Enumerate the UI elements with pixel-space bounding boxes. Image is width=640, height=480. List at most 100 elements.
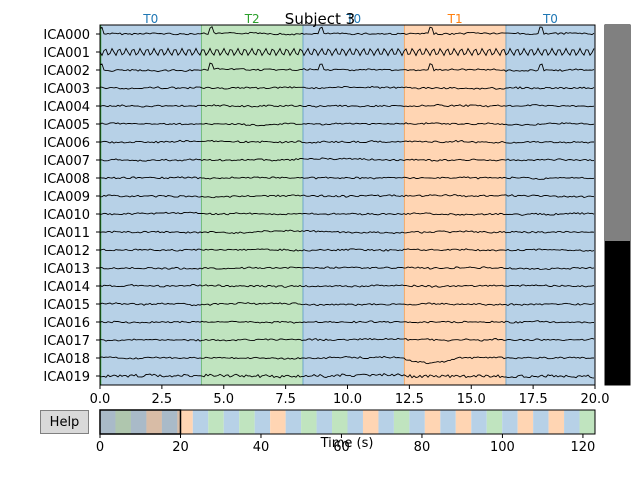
- overview-block-22[interactable]: [440, 410, 456, 434]
- trace-ica011: [99, 229, 595, 235]
- overview-block-6[interactable]: [192, 410, 209, 434]
- overview-block-25[interactable]: [486, 410, 503, 434]
- annotation-label-0: T0: [142, 12, 158, 26]
- trace-ica009: [99, 194, 595, 199]
- overview-block-7[interactable]: [208, 410, 224, 434]
- overview-bar[interactable]: 0 20 40 60 80 100 120: [96, 409, 596, 455]
- overview-block-10[interactable]: [254, 410, 271, 434]
- channel-label-ica006: ICA006: [43, 136, 90, 151]
- main-x-axis: 0.0 2.5 5.0 7.5 10.0 12.5 15.0 17.5 20.0: [90, 385, 610, 407]
- overview-block-28[interactable]: [533, 410, 549, 434]
- trace-ica018: [99, 355, 594, 365]
- annotation-band-2: [302, 25, 405, 385]
- overview-block-29[interactable]: [548, 410, 565, 434]
- channel-label-ica015: ICA015: [43, 298, 90, 313]
- help-button[interactable]: Help: [40, 410, 89, 434]
- overview-x-axis: 0 20 40 60 80 100 120: [96, 434, 595, 455]
- overview-block-0[interactable]: [100, 410, 116, 434]
- trace-ica005: [99, 122, 595, 127]
- overview-block-9[interactable]: [239, 410, 255, 434]
- overview-tick-label: 120: [571, 440, 596, 455]
- trace-ica012: [99, 248, 595, 252]
- overview-block-19[interactable]: [393, 410, 410, 434]
- overview-block-31[interactable]: [579, 410, 595, 434]
- figure-title: Subject 3: [285, 10, 355, 28]
- trace-ica002: [99, 62, 595, 73]
- channel-label-ica000: ICA000: [43, 28, 90, 43]
- annotation-label-4: T0: [542, 12, 558, 26]
- overview-block-15[interactable]: [332, 410, 348, 434]
- annotation-bands: [99, 25, 595, 385]
- trace-ica000: [99, 25, 595, 36]
- x-tick-label: 2.5: [152, 392, 173, 407]
- channel-label-ica016: ICA016: [43, 316, 90, 331]
- x-tick-label: 12.5: [395, 392, 424, 407]
- x-axis-label: Time (s): [320, 436, 374, 451]
- annotation-label-2: T0: [345, 12, 361, 26]
- trace-ica013: [100, 266, 595, 270]
- overview-block-14[interactable]: [316, 410, 333, 434]
- vertical-scrollbar-thumb[interactable]: [605, 25, 630, 241]
- overview-block-27[interactable]: [517, 410, 534, 434]
- overview-block-17[interactable]: [362, 410, 379, 434]
- trace-ica015: [99, 302, 595, 307]
- channel-label-ica008: ICA008: [43, 172, 90, 187]
- channel-label-ica002: ICA002: [43, 64, 90, 79]
- annotation-band-1: [201, 25, 303, 385]
- channel-label-ica004: ICA004: [43, 100, 90, 115]
- overview-block-21[interactable]: [424, 410, 441, 434]
- vertical-scrollbar[interactable]: [604, 24, 631, 386]
- overview-block-4[interactable]: [161, 410, 178, 434]
- overview-block-23[interactable]: [455, 410, 472, 434]
- overview-tick-label: 80: [414, 440, 431, 455]
- overview-frame: [99, 409, 596, 435]
- overview-block-13[interactable]: [301, 410, 317, 434]
- trace-ica006: [99, 139, 595, 144]
- channel-label-ica014: ICA014: [43, 280, 90, 295]
- overview-block-3[interactable]: [146, 410, 162, 434]
- overview-block-8[interactable]: [223, 410, 240, 434]
- channel-label-ica017: ICA017: [43, 334, 90, 349]
- overview-block-16[interactable]: [347, 410, 363, 434]
- annotation-band-4: [505, 25, 595, 385]
- x-tick-label: 15.0: [457, 392, 486, 407]
- annotation-band-3: [404, 25, 506, 385]
- overview-block-18[interactable]: [378, 410, 394, 434]
- trace-ica017: [99, 337, 595, 342]
- channel-label-ica010: ICA010: [43, 208, 90, 223]
- channel-label-ica005: ICA005: [43, 118, 90, 133]
- trace-ica007: [99, 157, 595, 162]
- overview-tick-label: 100: [490, 440, 515, 455]
- overview-block-24[interactable]: [471, 410, 487, 434]
- channel-label-ica001: ICA001: [43, 46, 90, 61]
- overview-tick-label: 20: [172, 440, 189, 455]
- overview-block-1[interactable]: [115, 410, 131, 434]
- channel-label-ica019: ICA019: [43, 370, 90, 385]
- annotation-label-1: T2: [244, 12, 260, 26]
- x-tick-label: 20.0: [581, 392, 610, 407]
- x-tick-label: 5.0: [213, 392, 234, 407]
- x-tick-label: 10.0: [333, 392, 362, 407]
- vertical-scrollbar-remainder[interactable]: [605, 241, 630, 385]
- x-tick-label: 0.0: [90, 392, 111, 407]
- overview-tick-label: 60: [333, 440, 350, 455]
- overview-block-11[interactable]: [270, 410, 286, 434]
- overview-tick-label: 40: [253, 440, 270, 455]
- channel-traces: [99, 25, 595, 379]
- channel-label-ica011: ICA011: [43, 226, 90, 241]
- overview-block-30[interactable]: [564, 410, 580, 434]
- trace-ica014: [99, 284, 595, 288]
- channel-label-ica007: ICA007: [43, 154, 90, 169]
- overview-block-20[interactable]: [409, 410, 425, 434]
- x-tick-label: 7.5: [275, 392, 296, 407]
- overview-annotation-blocks[interactable]: [100, 410, 595, 434]
- trace-ica001: [99, 47, 595, 57]
- overview-block-26[interactable]: [502, 410, 518, 434]
- overview-block-12[interactable]: [285, 410, 302, 434]
- overview-view-window[interactable]: [99, 409, 182, 435]
- trace-ica003: [99, 85, 595, 90]
- trace-ica019: [99, 373, 595, 379]
- overview-tick-label: 0: [96, 440, 104, 455]
- channel-label-ica003: ICA003: [43, 82, 90, 97]
- overview-block-2[interactable]: [130, 410, 147, 434]
